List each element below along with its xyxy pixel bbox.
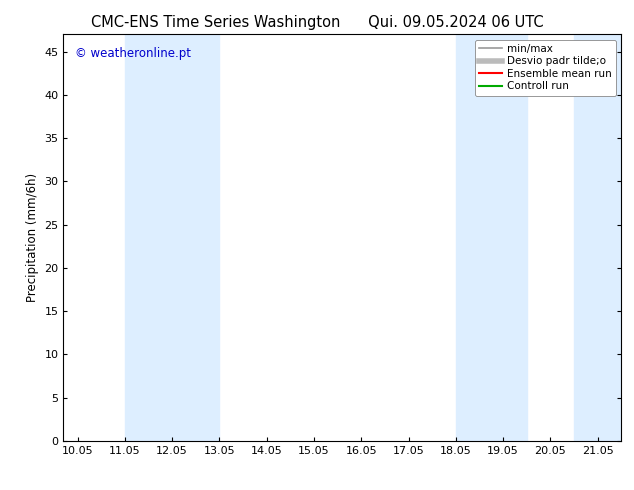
Text: CMC-ENS Time Series Washington      Qui. 09.05.2024 06 UTC: CMC-ENS Time Series Washington Qui. 09.0… — [91, 15, 543, 30]
Y-axis label: Precipitation (mm/6h): Precipitation (mm/6h) — [26, 173, 39, 302]
Legend: min/max, Desvio padr tilde;o, Ensemble mean run, Controll run: min/max, Desvio padr tilde;o, Ensemble m… — [475, 40, 616, 96]
Bar — [456, 34, 527, 441]
Bar — [125, 34, 219, 441]
Text: © weatheronline.pt: © weatheronline.pt — [75, 47, 191, 59]
Bar — [574, 34, 621, 441]
